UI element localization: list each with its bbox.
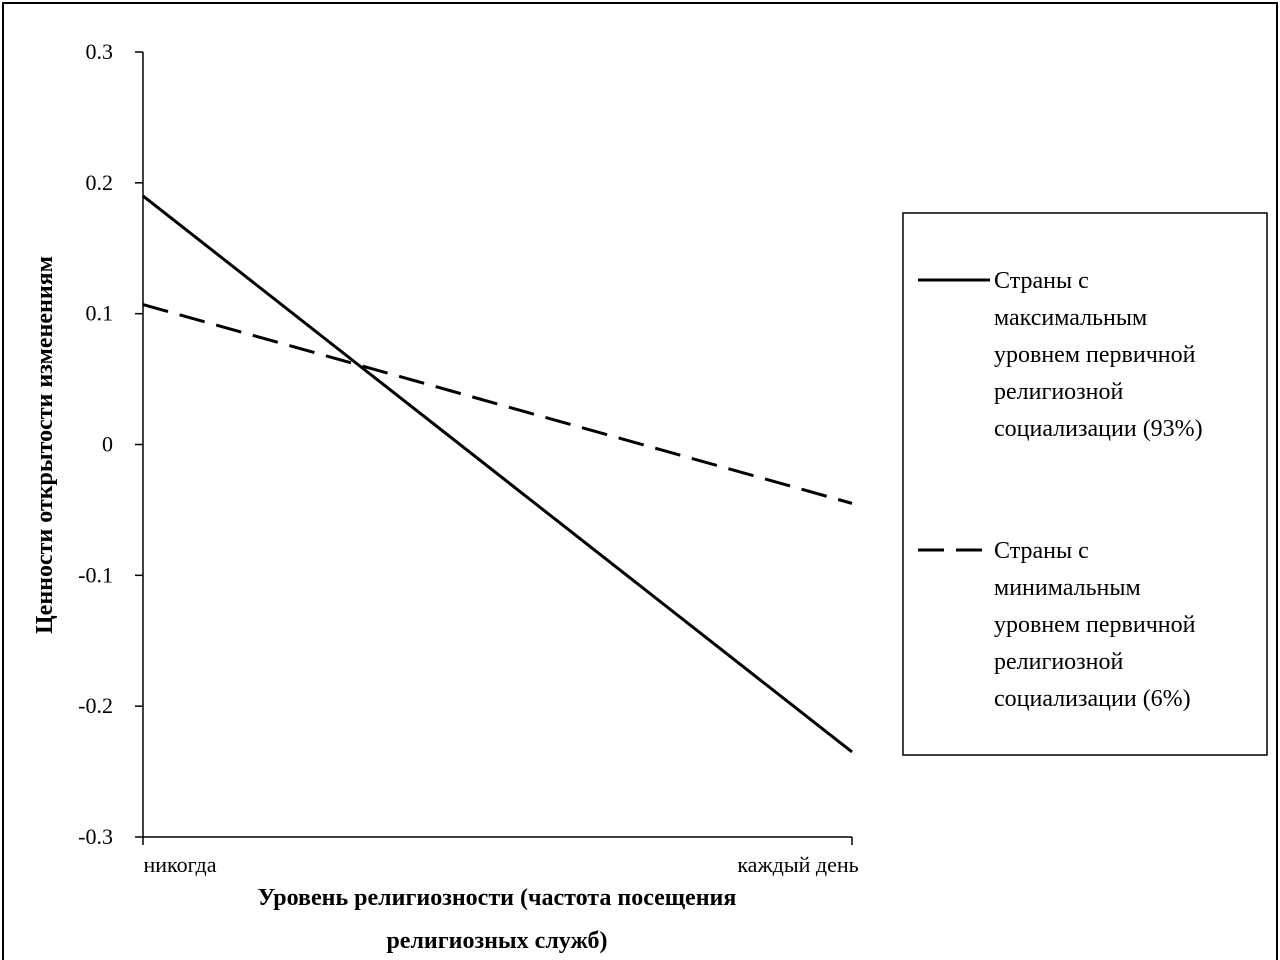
legend-entry-1-line-2: максимальным <box>994 305 1147 331</box>
series-line-min-socialization <box>142 303 853 505</box>
y-tick-label: 0.3 <box>86 39 114 64</box>
legend: Страны с максимальным уровнем первичной … <box>902 212 1268 756</box>
legend-entry-2-line-1: Страны с <box>994 538 1089 564</box>
y-axis-title: Ценности открытости изменениям <box>32 256 58 634</box>
y-tick-label: -0.3 <box>78 824 113 849</box>
x-axis-ticks: никогда каждый день <box>142 837 859 877</box>
legend-box <box>902 212 1268 756</box>
y-tick-label: 0.1 <box>86 301 114 326</box>
legend-entry-2-line-2: минимальным <box>994 575 1141 601</box>
x-axis-title-line-2: религиозных служб) <box>386 928 607 954</box>
y-tick-label: -0.1 <box>78 562 113 587</box>
legend-entry-1-line-3: уровнем первичной <box>994 342 1196 368</box>
x-axis-title-line-1: Уровень религиозности (частота посещения <box>258 885 737 911</box>
legend-entry-1-line-5: социализации (93%) <box>994 416 1203 442</box>
y-tick-label: 0.2 <box>86 170 114 195</box>
legend-entry-2-line-5: социализации (6%) <box>994 686 1191 712</box>
legend-entry-1-line-4: религиозной <box>994 379 1123 405</box>
legend-entry-2-line-3: уровнем первичной <box>994 612 1196 638</box>
legend-entry-1-line-1: Страны с <box>994 268 1089 294</box>
x-tick-label: никогда <box>143 852 216 877</box>
series-layer <box>142 194 853 754</box>
series-line-max-socialization <box>142 194 853 754</box>
y-tick-label: -0.2 <box>78 693 113 718</box>
y-tick-label: 0 <box>102 432 113 457</box>
y-axis-ticks: -0.3 -0.2 -0.1 0 0.1 0.2 0.3 <box>78 39 143 849</box>
x-tick-label: каждый день <box>737 852 858 877</box>
legend-entry-2-line-4: религиозной <box>994 649 1123 675</box>
